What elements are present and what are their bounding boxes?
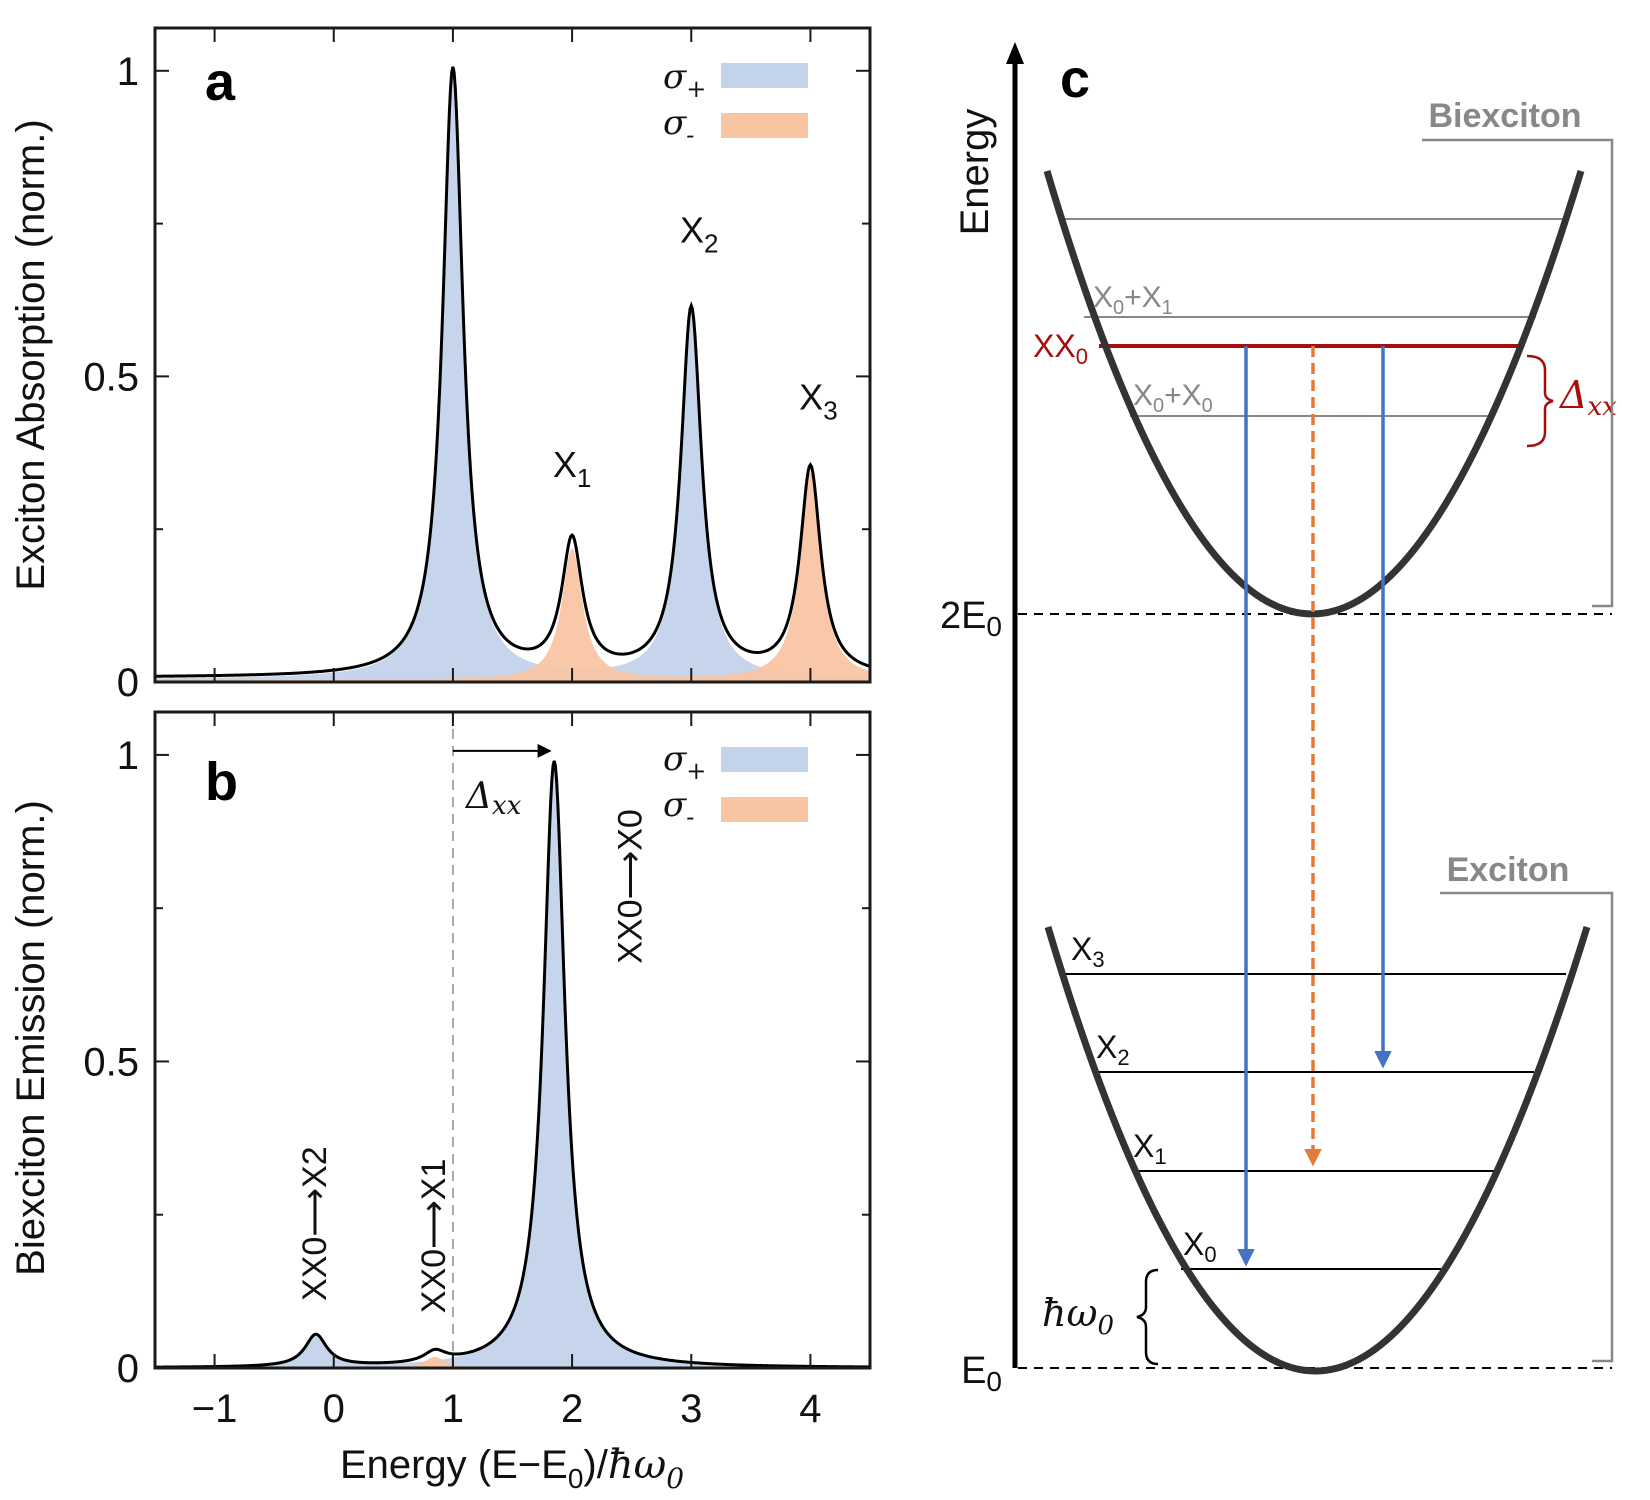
label-x0: X0 — [1183, 1226, 1217, 1267]
panel-a-ytick-label: 0 — [117, 661, 139, 705]
panel-b-xtick-label: −1 — [192, 1387, 238, 1431]
energy-axis-arrowhead — [1006, 42, 1024, 64]
label-E0: E0 — [961, 1350, 1002, 1397]
panel-b-ylabel: Biexciton Emission (norm.) — [9, 800, 53, 1276]
svg-text:σ+: σ+ — [663, 739, 706, 785]
svg-text:σ-: σ- — [663, 785, 694, 831]
label-delta-xx: Δxx — [1558, 373, 1617, 422]
svg-text:σ-: σ- — [663, 103, 694, 149]
label-x3: X3 — [1071, 931, 1105, 972]
peak-label-x1: X1 — [553, 444, 591, 493]
panel-b-letter: b — [205, 752, 238, 812]
panel-c-letter: c — [1060, 49, 1090, 109]
biexciton-parabola — [1043, 169, 1585, 618]
panel-b-xtick-label: 4 — [799, 1387, 821, 1431]
peak-label-x3: X3 — [799, 377, 837, 426]
title-biexciton: Biexciton — [1428, 97, 1581, 135]
label-x0x1: X0+X1 — [1093, 281, 1173, 319]
panel-a-letter: a — [205, 52, 236, 112]
legend-a-sigma-plus: σ — [663, 57, 687, 97]
label-hw0: ħω0 — [1042, 1291, 1114, 1341]
panel-b-ytick-label: 1 — [117, 734, 139, 778]
label-x2: X2 — [1096, 1029, 1130, 1070]
panel-a-series-fill-0 — [155, 70, 870, 682]
label-2E0: 2E0 — [940, 595, 1002, 642]
hw0-brace — [1136, 1268, 1159, 1366]
delta-xx-label: Δxx — [464, 776, 522, 821]
peak-label-x2: X2 — [680, 210, 718, 259]
legend-b-sigma-plus: σ — [663, 739, 687, 779]
exciton-parabola — [1044, 925, 1591, 1375]
title-exciton: Exciton — [1447, 851, 1570, 889]
legend-b-swatch-plus — [721, 747, 808, 772]
legend-b-swatch-minus — [721, 797, 808, 822]
delta-xx-brace — [1526, 354, 1554, 448]
legend-a-sigma-minus: σ — [663, 103, 687, 143]
transition-label-2: XX0⟶X0 — [612, 809, 650, 964]
panel-b-series-fill-0 — [155, 760, 870, 1368]
transition-label-0: XX0⟶X2 — [296, 1146, 334, 1301]
panel-a-ytick-label: 0.5 — [83, 355, 139, 399]
panel-b-ytick-label: 0.5 — [83, 1040, 139, 1084]
legend-b-sigma-minus: σ — [663, 785, 687, 825]
panel-b-xtick-label: 0 — [323, 1387, 345, 1431]
panel-b-xtick-label: 2 — [561, 1387, 583, 1431]
transition-label-1: XX0⟶X1 — [415, 1159, 453, 1314]
legend-a-swatch-plus — [721, 63, 808, 88]
legend-a-swatch-minus — [721, 113, 808, 138]
panel-c-level-diagram: c Energy 2E0 E0 X0+X1 XX0 X0+X0 Δxx Biex… — [940, 42, 1617, 1397]
biexciton-bracket — [1422, 138, 1614, 608]
label-x0x0: X0+X0 — [1133, 379, 1213, 417]
label-xx0: XX0 — [1033, 328, 1088, 369]
label-x1: X1 — [1133, 1128, 1167, 1169]
panel-b-xtick-label: 1 — [442, 1387, 464, 1431]
svg-text:σ+: σ+ — [663, 57, 706, 103]
panel-b-legend: σ+ σ- — [663, 739, 808, 831]
panel-a-ytick-label: 1 — [117, 50, 139, 94]
exciton-bracket — [1440, 891, 1614, 1363]
panel-a-absorption: 00.51 X0X1X2X3 a σ+ σ- Exciton Absorptio… — [9, 26, 872, 705]
panel-a-frame — [153, 26, 872, 684]
emission-total-line — [154, 760, 871, 1369]
panel-a-ylabel: Exciton Absorption (norm.) — [9, 119, 53, 590]
panel-a-series-fill-1 — [155, 471, 870, 682]
panel-b-emission: 0 0.5 1 −1 0 1 2 3 4 Δxx XX0⟶X2 XX0⟶X1 XX0⟶X0 b σ+… — [9, 710, 872, 1495]
absorption-total-line — [154, 66, 871, 678]
energy-axis-label: Energy — [953, 109, 997, 236]
panel-b-frame — [153, 710, 872, 1370]
panel-b-ytick-label: 0 — [117, 1347, 139, 1391]
panel-b-xtick-label: 3 — [680, 1387, 702, 1431]
panel-b-xlabel: Energy (E−E0)/ħω0 — [340, 1442, 684, 1495]
panel-a-legend: σ+ σ- — [663, 57, 808, 149]
